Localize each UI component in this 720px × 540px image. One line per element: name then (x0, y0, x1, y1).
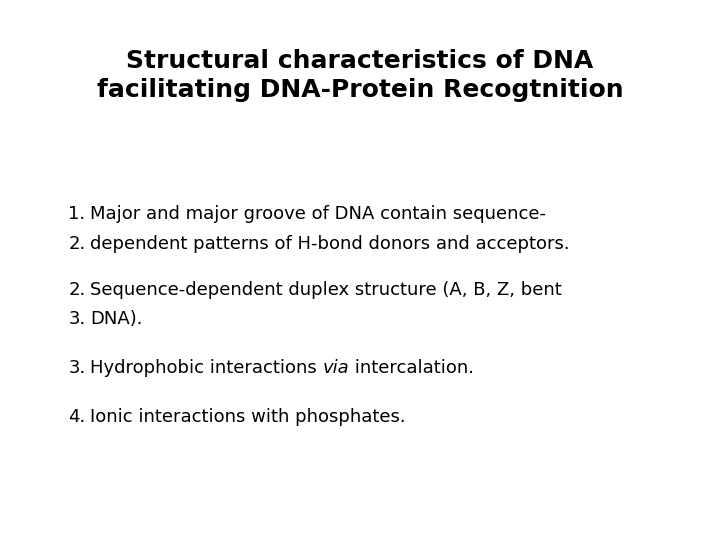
Text: dependent patterns of H-bond donors and acceptors.: dependent patterns of H-bond donors and … (90, 235, 570, 253)
Text: 2.: 2. (68, 235, 86, 253)
Text: 3.: 3. (68, 310, 86, 328)
Text: Structural characteristics of DNA
facilitating DNA-Protein Recogtnition: Structural characteristics of DNA facili… (96, 49, 624, 102)
Text: 3.: 3. (68, 359, 86, 377)
Text: 1.: 1. (68, 205, 86, 223)
Text: 2.: 2. (68, 281, 86, 299)
Text: via: via (323, 359, 349, 377)
Text: DNA).: DNA). (90, 310, 143, 328)
Text: Ionic interactions with phosphates.: Ionic interactions with phosphates. (90, 408, 405, 426)
Text: Hydrophobic interactions: Hydrophobic interactions (90, 359, 323, 377)
Text: Major and major groove of DNA contain sequence-: Major and major groove of DNA contain se… (90, 205, 546, 223)
Text: Sequence-dependent duplex structure (A, B, Z, bent: Sequence-dependent duplex structure (A, … (90, 281, 562, 299)
Text: 4.: 4. (68, 408, 86, 426)
Text: intercalation.: intercalation. (349, 359, 474, 377)
